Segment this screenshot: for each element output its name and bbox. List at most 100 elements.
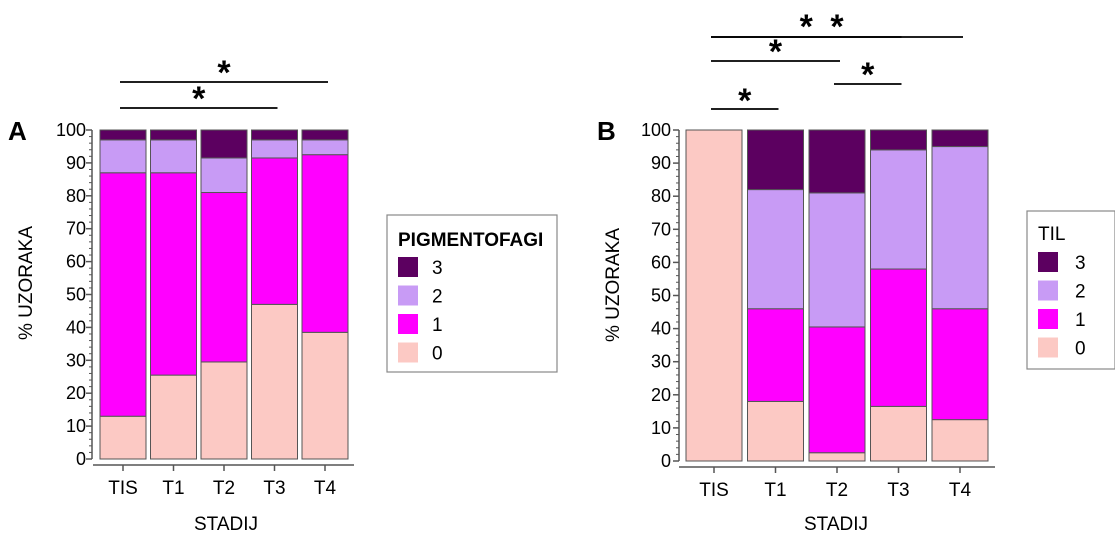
- legend-entry-label: 2: [1075, 282, 1086, 303]
- bar-segment-t1-level-1: [150, 172, 197, 376]
- y-tick-label: 80: [66, 186, 86, 206]
- significance-brackets: * * * * *: [711, 8, 963, 120]
- bar-segment-t3-level-3: [870, 129, 927, 151]
- y-tick-label: 80: [651, 186, 671, 206]
- bar-segment-t3-level-2: [870, 149, 927, 270]
- bar-segment-t3-level-3: [251, 129, 298, 141]
- y-tick-label: 100: [641, 120, 671, 140]
- significance-brackets: **: [120, 54, 328, 118]
- x-axis: TIS T1 T2 T3 T4: [93, 464, 354, 499]
- panel-label-b: B: [597, 116, 616, 146]
- legend-entry-label: 3: [432, 258, 443, 279]
- bar-segment-tis-level-1: [99, 172, 147, 417]
- x-tick-label: TIS: [699, 480, 729, 501]
- x-tick-label: T1: [764, 480, 786, 501]
- y-tick-label: 0: [661, 451, 671, 471]
- y-tick-label: 0: [76, 449, 86, 469]
- legend: PIGMENTOFAGI 3 2 1 0: [386, 214, 558, 373]
- x-axis-label: STADIJ: [804, 514, 868, 535]
- bar-segment-t2-level-2: [808, 192, 866, 328]
- bar-segment-t1-level-0: [747, 400, 804, 462]
- bar-segment-t2-level-3: [200, 129, 248, 159]
- legend-title: PIGMENTOFAGI: [398, 230, 543, 251]
- y-tick-label: 40: [651, 319, 671, 339]
- y-tick-label: 50: [651, 286, 671, 306]
- y-tick-label: 30: [66, 350, 86, 370]
- bars: [685, 129, 989, 462]
- legend-entry-label: 1: [432, 315, 443, 336]
- legend: TIL 3 2 1 0: [1026, 210, 1115, 370]
- bar-segment-t3-level-0: [251, 303, 298, 460]
- bar-segment-t4-level-3: [931, 129, 989, 148]
- bars: [99, 129, 349, 460]
- legend-entry-label: 3: [1075, 253, 1086, 274]
- significance-star: *: [769, 33, 783, 71]
- bar-segment-t2-level-3: [808, 129, 866, 194]
- y-tick-label: 60: [66, 252, 86, 272]
- x-tick-label: TIS: [108, 478, 138, 499]
- bar-segment-tis-level-0: [685, 129, 743, 462]
- x-tick-label: T1: [162, 478, 184, 499]
- bar-segment-t4-level-1: [301, 154, 349, 333]
- y-tick-label: 90: [651, 153, 671, 173]
- bar-segment-t1-level-2: [150, 139, 197, 174]
- y-tick-label: 40: [66, 317, 86, 337]
- legend-title: TIL: [1038, 224, 1065, 245]
- legend-swatch-1: [398, 314, 418, 334]
- bar-segment-t1-level-3: [747, 129, 804, 191]
- significance-star: *: [738, 82, 752, 120]
- legend-swatch-0: [1038, 337, 1058, 358]
- bar-segment-t2-level-1: [200, 192, 248, 363]
- significance-star: *: [217, 54, 231, 92]
- bar-segment-t1-level-3: [150, 129, 197, 141]
- significance-star: *: [861, 56, 875, 94]
- y-axis-label: % UZORAKA: [603, 228, 624, 342]
- legend-swatch-3: [1038, 252, 1058, 272]
- y-tick-label: 70: [651, 219, 671, 239]
- y-axis: 0 10 20 30 40 50 60 70 80 90 100: [641, 120, 680, 471]
- bar-segment-t3-level-0: [870, 405, 927, 462]
- x-tick-label: T2: [213, 478, 235, 499]
- bar-segment-tis-level-0: [99, 415, 147, 460]
- legend-entry-label: 0: [432, 344, 443, 365]
- bar-segment-tis-level-3: [99, 129, 147, 141]
- legend-swatch-2: [1038, 280, 1058, 301]
- legend-swatch-0: [398, 342, 418, 363]
- x-tick-label: T3: [887, 480, 909, 501]
- bar-segment-t4-level-2: [301, 139, 349, 156]
- x-tick-label: T4: [949, 480, 972, 501]
- legend-swatch-3: [398, 257, 418, 277]
- bar-segment-t1-level-1: [747, 308, 804, 402]
- bar-segment-t4-level-2: [931, 146, 989, 310]
- y-tick-label: 20: [651, 385, 671, 405]
- legend-swatch-2: [398, 285, 418, 306]
- bar-segment-t2-level-2: [200, 157, 248, 194]
- bar-segment-t2-level-0: [808, 452, 866, 462]
- y-tick-label: 90: [66, 153, 86, 173]
- significance-star: *: [800, 8, 814, 46]
- legend-entry-label: 2: [432, 287, 443, 308]
- bar-segment-t2-level-0: [200, 361, 248, 460]
- bar-segment-t4-level-3: [301, 129, 349, 141]
- bar-segment-tis-level-2: [99, 139, 147, 174]
- bar-segment-t3-level-1: [870, 268, 927, 407]
- x-axis: TIS T1 T2 T3 T4: [679, 466, 995, 501]
- panel-label-a: A: [8, 116, 27, 146]
- y-tick-label: 50: [66, 285, 86, 305]
- bar-segment-t3-level-2: [251, 139, 298, 159]
- x-tick-label: T2: [826, 480, 848, 501]
- y-tick-label: 100: [56, 120, 86, 140]
- significance-star: *: [830, 8, 844, 46]
- bar-segment-t4-level-1: [931, 308, 989, 421]
- y-tick-label: 10: [66, 416, 86, 436]
- y-axis: 0 10 20 30 40 50 60 70 80 90 100: [56, 120, 93, 469]
- legend-entry-label: 1: [1075, 310, 1086, 331]
- legend-entry-label: 0: [1075, 339, 1086, 360]
- legend-swatch-1: [1038, 309, 1058, 329]
- y-axis-label: % UZORAKA: [16, 226, 37, 340]
- x-tick-label: T3: [263, 478, 285, 499]
- x-axis-label: STADIJ: [194, 514, 258, 535]
- chart-panel-a: A % UZORAKA STADIJ 010203040506070809010…: [8, 54, 558, 535]
- bar-segment-t4-level-0: [931, 419, 989, 462]
